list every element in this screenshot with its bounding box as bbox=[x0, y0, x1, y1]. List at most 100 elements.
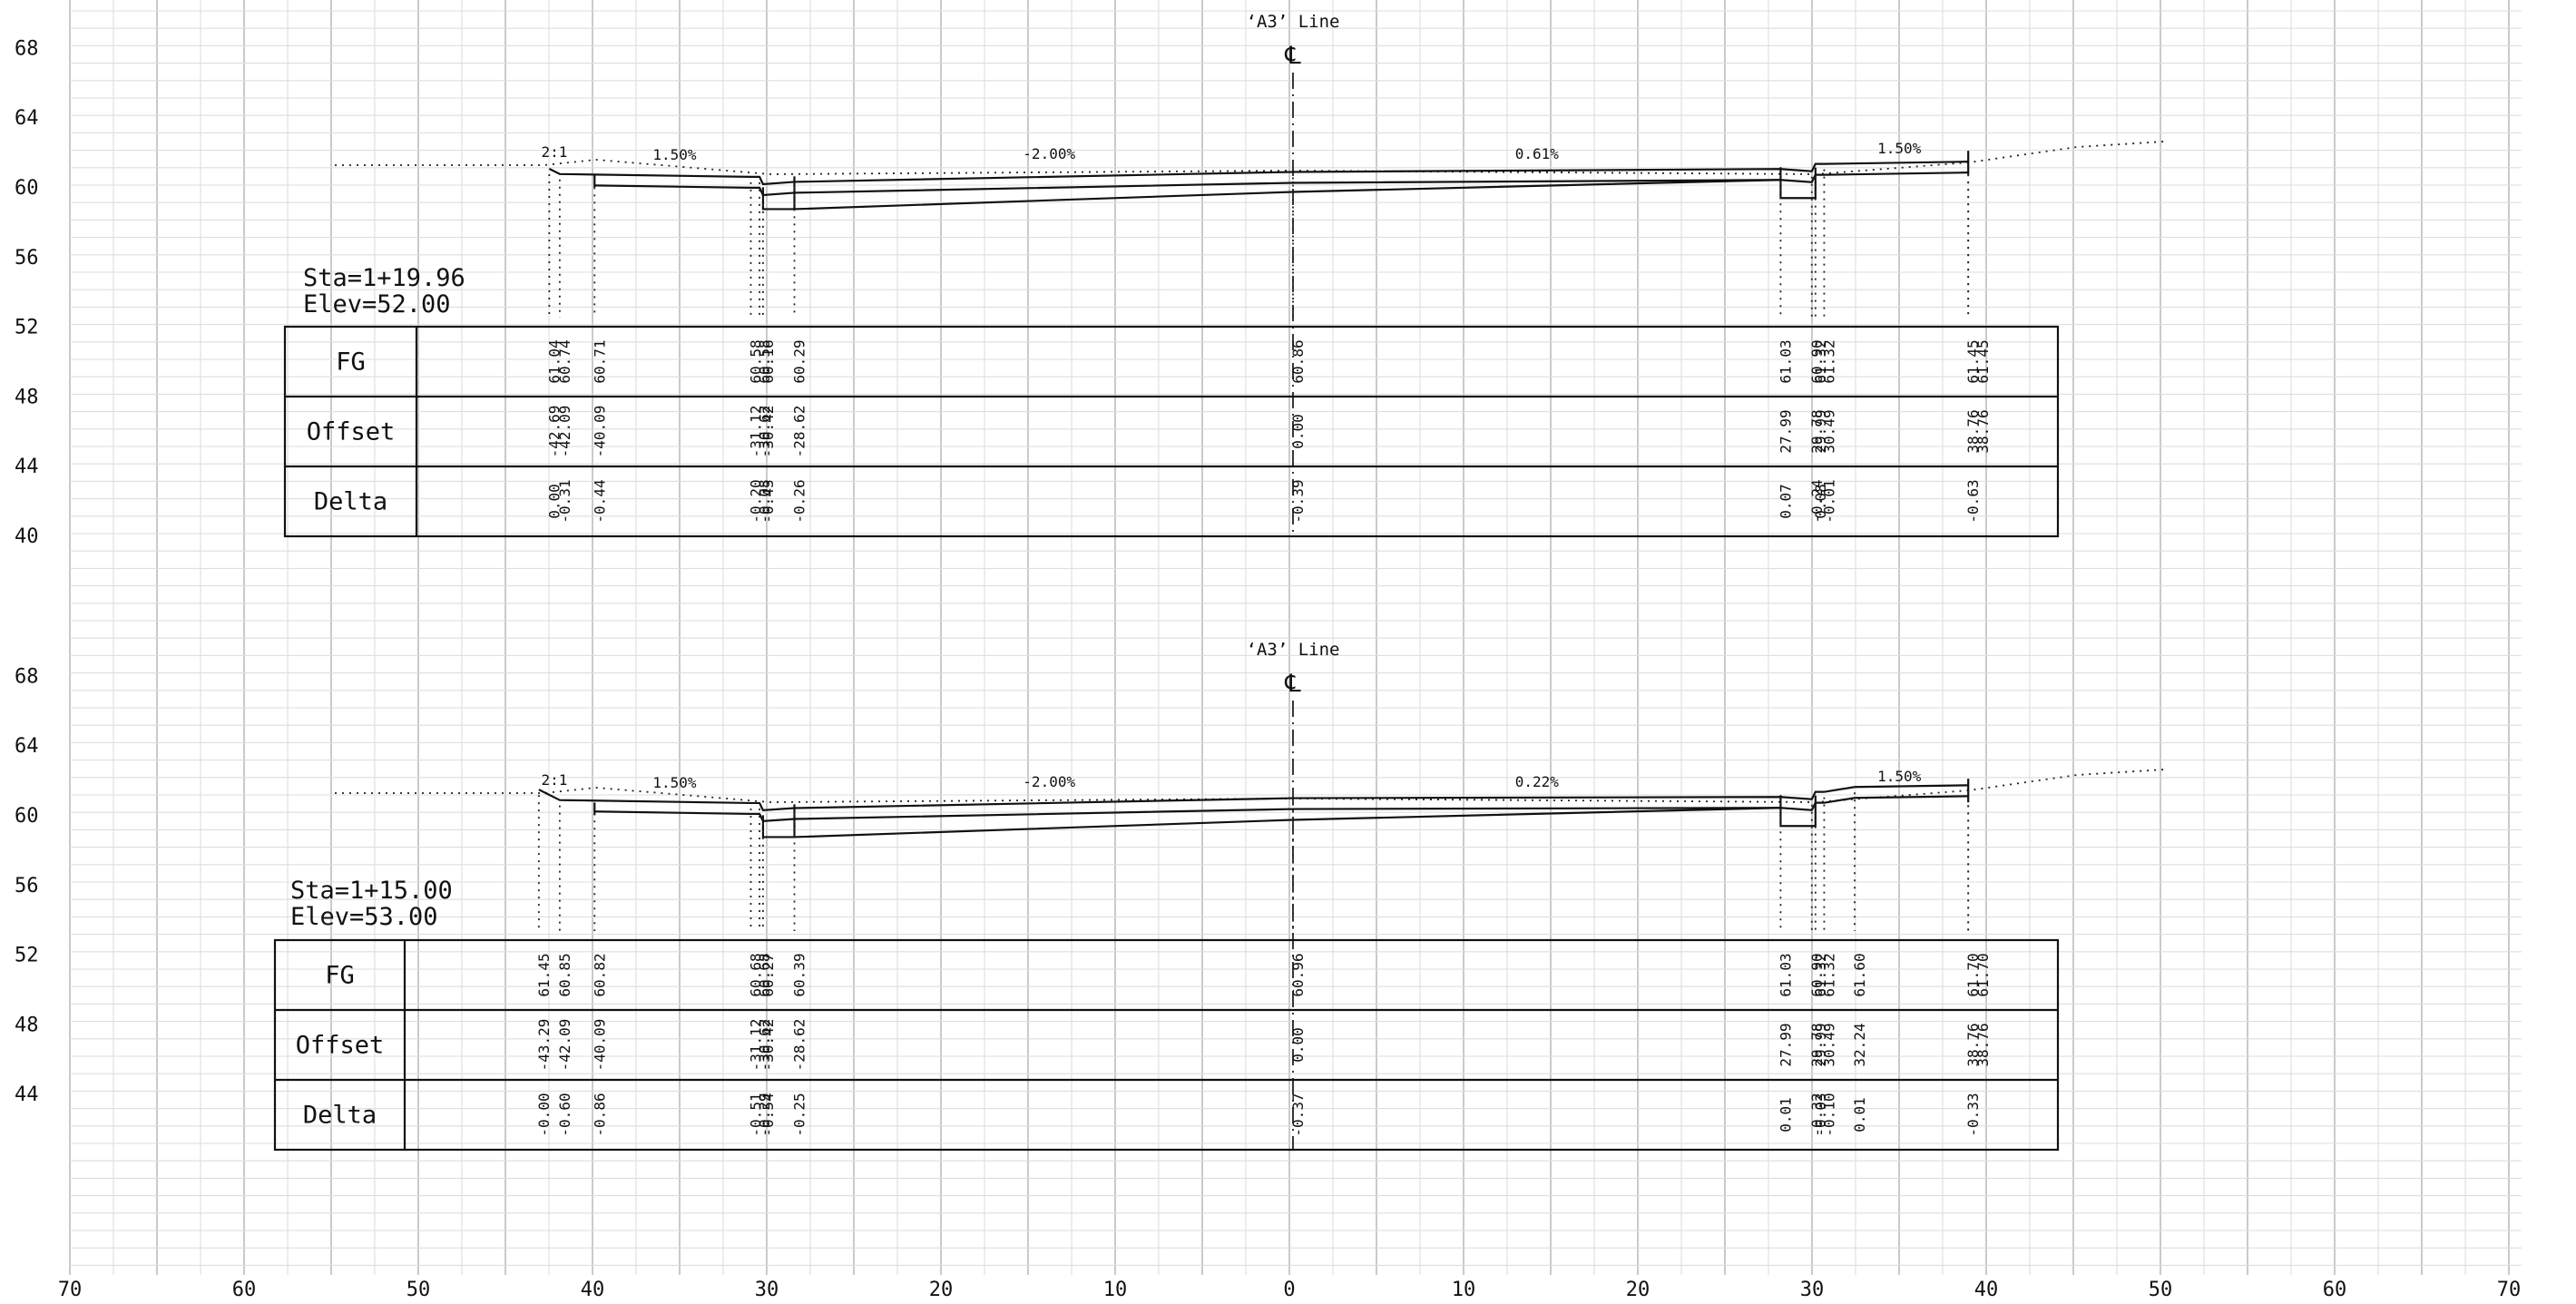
offset-value: 0.00 bbox=[1289, 414, 1307, 449]
delta-value: -0.24 bbox=[1808, 479, 1826, 523]
delta-value: -0.10 bbox=[1820, 1093, 1837, 1136]
delta-value: 0.00 bbox=[545, 484, 563, 519]
fg-value: 61.70 bbox=[1964, 953, 1982, 996]
pavement-layer-base bbox=[594, 172, 1969, 197]
y-tick-label: 68 bbox=[15, 665, 39, 688]
x-tick-label: 40 bbox=[581, 1279, 605, 1301]
x-tick-label: 70 bbox=[58, 1279, 83, 1301]
fg-value: 61.32 bbox=[1820, 953, 1837, 996]
delta-value: -0.29 bbox=[756, 1093, 773, 1136]
station-label: Sta=1+15.00 bbox=[290, 877, 453, 905]
fg-value: 60.90 bbox=[1808, 953, 1826, 996]
x-tick-label: 20 bbox=[1626, 1279, 1650, 1301]
offset-value: -40.09 bbox=[591, 406, 608, 458]
fg-value: 60.27 bbox=[759, 953, 777, 996]
offset-value: -42.09 bbox=[556, 1019, 573, 1072]
centerline-symbol: ℄ bbox=[1284, 42, 1301, 70]
section-bottom: 68 64 60 56 52 48 44 ‘A3’ Line ℄ Sta=1+15.00Elev=… bbox=[15, 640, 2165, 1152]
slope-label: 1.50% bbox=[1877, 140, 1922, 157]
offset-value: 29.99 bbox=[1812, 409, 1829, 453]
row-header: Offset bbox=[296, 1032, 385, 1060]
delta-value: -0.26 bbox=[790, 479, 808, 523]
offset-value: 32.24 bbox=[1851, 1023, 1868, 1066]
data-table bbox=[273, 938, 2060, 1152]
y-tick-label: 56 bbox=[15, 875, 39, 897]
offset-value: 27.99 bbox=[1777, 1023, 1794, 1066]
station-label: Sta=1+19.96 bbox=[303, 264, 465, 292]
offset-value: -42.09 bbox=[556, 406, 573, 458]
offset-value: 29.78 bbox=[1808, 409, 1826, 453]
fg-value: 61.32 bbox=[1812, 953, 1829, 996]
x-tick-label: 10 bbox=[1452, 1279, 1476, 1301]
fg-value: 61.03 bbox=[1777, 953, 1794, 996]
fg-value: 60.74 bbox=[556, 339, 573, 383]
y-tick-label: 44 bbox=[15, 1083, 39, 1106]
fg-value: 61.45 bbox=[1964, 339, 1982, 383]
fg-value: 60.29 bbox=[790, 339, 808, 383]
fg-value: 61.03 bbox=[1777, 339, 1794, 383]
y-tick-label: 40 bbox=[15, 525, 39, 548]
offset-value: -28.62 bbox=[790, 406, 808, 458]
slope-label: -2.00% bbox=[1023, 773, 1075, 790]
x-tick-label: 30 bbox=[755, 1279, 779, 1301]
y-tick-label: 52 bbox=[15, 317, 39, 339]
delta-value: -0.20 bbox=[747, 479, 764, 523]
delta-value: -0.01 bbox=[1820, 479, 1837, 523]
delta-value: -0.08 bbox=[756, 479, 773, 523]
fg-value: 60.68 bbox=[756, 953, 773, 996]
fg-value: 60.39 bbox=[790, 953, 808, 996]
finished-grade-line bbox=[538, 784, 1969, 811]
delta-value: -0.03 bbox=[1812, 1093, 1829, 1136]
fg-value: 60.82 bbox=[591, 953, 608, 996]
slope-label: 2:1 bbox=[541, 771, 567, 789]
delta-value: -0.33 bbox=[1964, 1093, 1982, 1136]
data-table bbox=[283, 325, 2060, 538]
fg-value: 61.32 bbox=[1812, 339, 1829, 383]
line-label: ‘A3’ Line bbox=[1247, 12, 1340, 32]
offset-value: 29.99 bbox=[1812, 1023, 1829, 1066]
offset-value: 30.49 bbox=[1820, 1023, 1837, 1066]
fg-value: 60.85 bbox=[556, 953, 573, 996]
offset-value: 30.49 bbox=[1820, 409, 1837, 453]
y-tick-label: 48 bbox=[15, 1014, 39, 1036]
slope-label: 2:1 bbox=[541, 143, 567, 161]
y-tick-label: 56 bbox=[15, 247, 39, 270]
delta-value: -0.63 bbox=[1964, 479, 1982, 523]
x-tick-label: 40 bbox=[1974, 1279, 1999, 1301]
fg-value: 61.70 bbox=[1974, 953, 1992, 996]
offset-value: -28.62 bbox=[790, 1019, 808, 1072]
offset-value: -42.69 bbox=[545, 406, 563, 458]
x-tick-label: 50 bbox=[406, 1279, 431, 1301]
y-tick-label: 64 bbox=[15, 735, 39, 758]
y-tick-label: 60 bbox=[15, 177, 39, 200]
fg-value: 60.86 bbox=[1289, 339, 1307, 383]
fg-value: 60.90 bbox=[1808, 339, 1826, 383]
offset-value: -31.12 bbox=[747, 406, 764, 458]
delta-value: -0.43 bbox=[759, 479, 777, 523]
delta-value: -0.39 bbox=[1289, 479, 1307, 523]
x-tick-label: 20 bbox=[929, 1279, 954, 1301]
slope-label: 1.50% bbox=[652, 774, 697, 791]
offset-value: 38.76 bbox=[1964, 409, 1982, 453]
offset-value: 38.76 bbox=[1964, 1023, 1982, 1066]
delta-value: -0.54 bbox=[759, 1093, 777, 1136]
y-tick-label: 52 bbox=[15, 945, 39, 967]
fg-value: 61.60 bbox=[1851, 953, 1868, 996]
y-tick-label: 64 bbox=[15, 107, 39, 130]
delta-value: -0.51 bbox=[747, 1093, 764, 1136]
offset-value: 29.78 bbox=[1808, 1023, 1826, 1066]
centerline-symbol: ℄ bbox=[1284, 670, 1301, 698]
fg-value: 60.16 bbox=[759, 339, 777, 383]
delta-value: 0.08 bbox=[1812, 484, 1829, 519]
fg-value: 60.96 bbox=[1289, 953, 1307, 996]
delta-value: -0.31 bbox=[556, 479, 573, 523]
offset-value: -43.29 bbox=[535, 1019, 553, 1072]
x-tick-label: 60 bbox=[232, 1279, 257, 1301]
slope-label: 1.50% bbox=[652, 146, 697, 163]
fg-value: 60.58 bbox=[747, 339, 764, 383]
offset-value: -31.12 bbox=[747, 1019, 764, 1072]
fg-value: 61.45 bbox=[535, 953, 553, 996]
slope-label: 1.50% bbox=[1877, 768, 1922, 785]
grid bbox=[69, 0, 2522, 1275]
